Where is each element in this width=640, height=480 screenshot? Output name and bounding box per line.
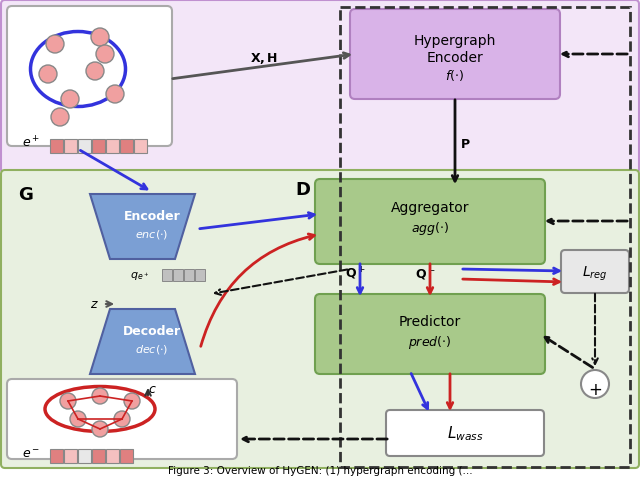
FancyBboxPatch shape (1, 171, 639, 468)
Circle shape (124, 393, 140, 409)
Text: $z$: $z$ (90, 298, 99, 311)
Circle shape (581, 370, 609, 398)
FancyBboxPatch shape (561, 251, 629, 293)
Circle shape (96, 46, 114, 64)
Text: $\mathbf{G}$: $\mathbf{G}$ (18, 186, 33, 204)
Text: $e^-$: $e^-$ (22, 447, 40, 460)
Text: $\mathbf{X, H}$: $\mathbf{X, H}$ (250, 51, 278, 66)
Bar (92, 140, 105, 154)
Polygon shape (90, 309, 195, 374)
FancyBboxPatch shape (315, 180, 545, 264)
Text: $\mathbf{D}$: $\mathbf{D}$ (295, 180, 311, 199)
Text: $enc(\cdot)$: $enc(\cdot)$ (135, 228, 169, 241)
Text: Predictor: Predictor (399, 314, 461, 328)
Circle shape (51, 109, 69, 127)
Text: Decoder: Decoder (123, 324, 181, 337)
Text: $agg(\cdot)$: $agg(\cdot)$ (411, 219, 449, 237)
Text: Hypergraph: Hypergraph (414, 34, 496, 48)
Circle shape (61, 91, 79, 109)
FancyBboxPatch shape (386, 410, 544, 456)
Bar (195, 269, 205, 281)
Bar (173, 269, 183, 281)
Bar (134, 140, 147, 154)
Bar (78, 449, 91, 463)
Circle shape (106, 86, 124, 104)
Bar (92, 449, 105, 463)
Circle shape (39, 66, 57, 84)
Text: Figure 3: Overview of HyGEN: (1) hypergraph encoding (...: Figure 3: Overview of HyGEN: (1) hypergr… (168, 465, 472, 475)
Circle shape (92, 388, 108, 404)
Text: $q_{e^+}$: $q_{e^+}$ (130, 269, 149, 281)
Text: $L_{reg}$: $L_{reg}$ (582, 264, 608, 283)
Circle shape (86, 63, 104, 81)
Bar (64, 140, 77, 154)
Circle shape (114, 411, 130, 427)
Text: $c$: $c$ (148, 382, 157, 395)
Text: $pred(\cdot)$: $pred(\cdot)$ (408, 333, 452, 350)
Text: $\mathbf{Q}^-$: $\mathbf{Q}^-$ (415, 267, 436, 281)
Bar (64, 449, 77, 463)
Text: $L_{wass}$: $L_{wass}$ (447, 423, 483, 442)
Bar (184, 269, 194, 281)
Bar (50, 140, 63, 154)
Polygon shape (90, 194, 195, 260)
Bar (106, 449, 119, 463)
Circle shape (46, 36, 64, 54)
Circle shape (70, 411, 86, 427)
Text: Encoder: Encoder (427, 51, 483, 65)
Text: +: + (588, 380, 602, 398)
FancyBboxPatch shape (7, 379, 237, 459)
Text: $\mathbf{Q}^+$: $\mathbf{Q}^+$ (345, 265, 366, 281)
Bar (162, 269, 172, 281)
Circle shape (91, 29, 109, 47)
Text: $dec(\cdot)$: $dec(\cdot)$ (135, 343, 169, 356)
Bar (106, 140, 119, 154)
Text: Encoder: Encoder (124, 210, 180, 223)
Bar (50, 449, 63, 463)
Text: $\mathbf{P}$: $\mathbf{P}$ (460, 138, 470, 151)
Bar (120, 140, 133, 154)
Circle shape (60, 393, 76, 409)
Bar (120, 449, 133, 463)
Text: $e^+$: $e^+$ (22, 135, 40, 151)
FancyBboxPatch shape (7, 7, 172, 147)
Circle shape (92, 421, 108, 437)
FancyBboxPatch shape (315, 294, 545, 374)
FancyBboxPatch shape (1, 1, 639, 174)
Bar (78, 140, 91, 154)
Text: Aggregator: Aggregator (391, 201, 469, 215)
Text: $f(\cdot)$: $f(\cdot)$ (445, 68, 465, 83)
FancyBboxPatch shape (350, 10, 560, 100)
